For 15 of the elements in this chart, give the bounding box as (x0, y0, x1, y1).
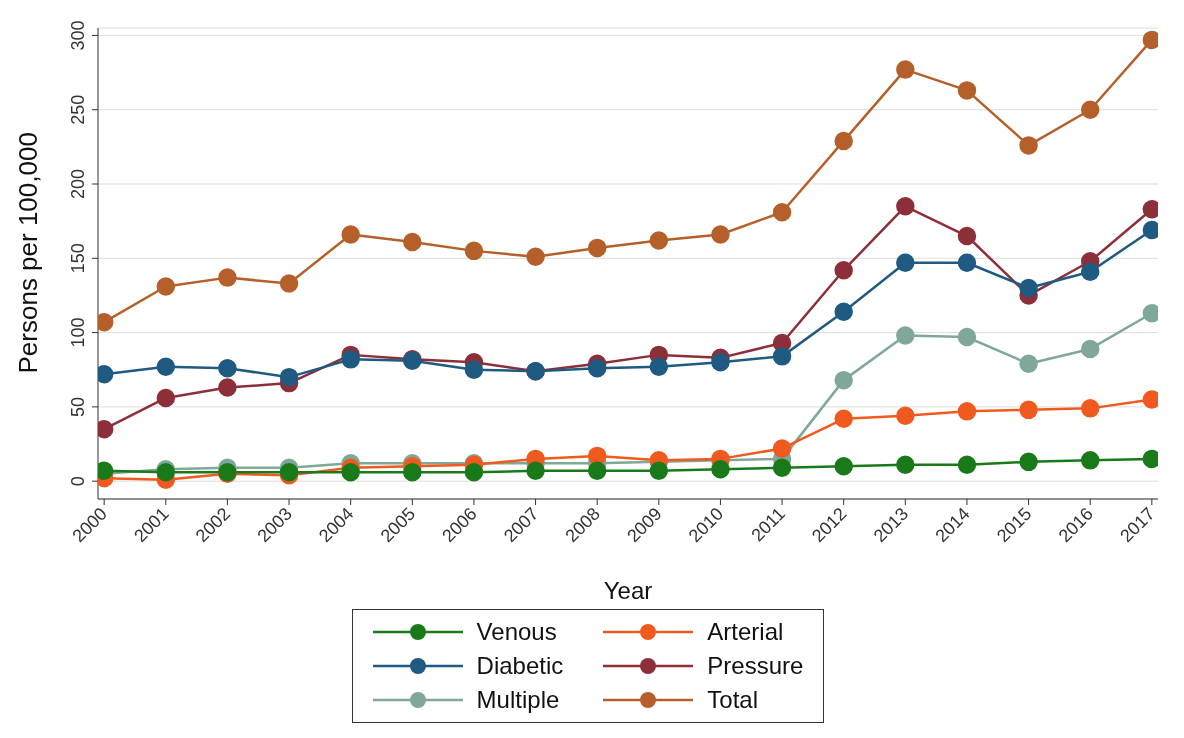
legend-label: Pressure (707, 652, 804, 680)
y-axis-title: Persons per 100,000 (13, 132, 44, 374)
legend-label: Diabetic (476, 652, 564, 680)
y-tick-label: 50 (68, 396, 88, 417)
x-axis-title: Year (603, 577, 653, 604)
legend-label: Total (707, 686, 759, 714)
legend-label: Arterial (707, 618, 784, 646)
legend-label: Venous (476, 618, 557, 646)
y-tick-label: 200 (68, 168, 88, 200)
y-tick-label: 100 (68, 317, 88, 348)
legend-label: Multiple (476, 686, 560, 714)
y-tick-label: 150 (68, 243, 88, 274)
y-tick-label: 250 (68, 94, 88, 125)
y-tick-label: 300 (68, 20, 88, 51)
y-tick-label: 0 (68, 476, 88, 487)
